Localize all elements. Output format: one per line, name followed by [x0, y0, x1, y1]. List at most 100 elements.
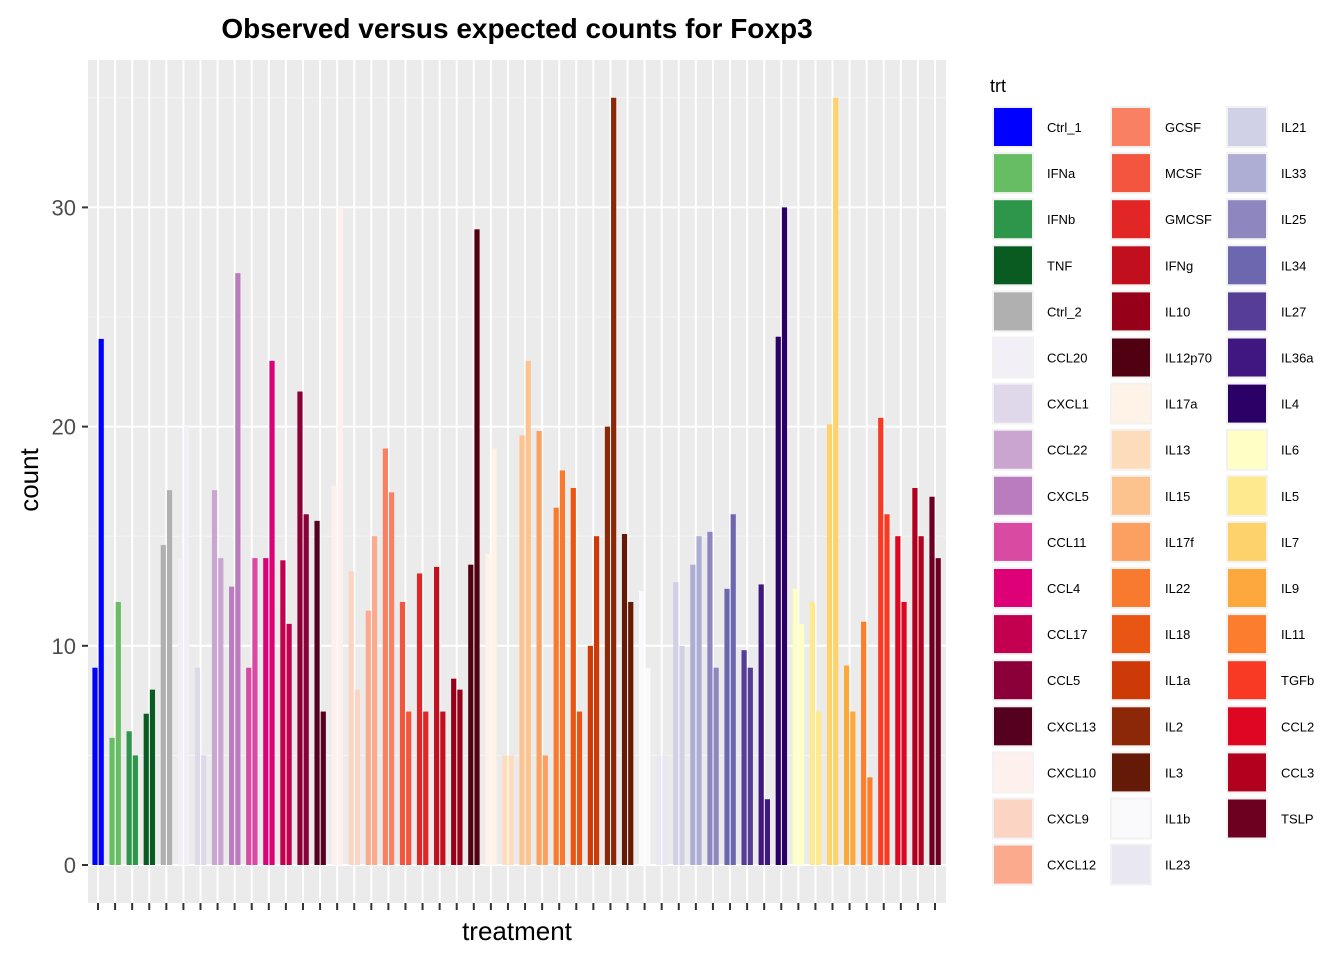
bar: [434, 566, 440, 865]
legend-label: IL13: [1165, 443, 1190, 458]
bar: [235, 273, 241, 865]
legend-swatch: [994, 292, 1032, 331]
legend-swatch: [1112, 799, 1150, 838]
bar: [781, 207, 788, 865]
legend-swatch: [994, 661, 1032, 700]
bar: [388, 492, 395, 865]
legend-label: CCL4: [1047, 581, 1080, 596]
legend-swatch: [1228, 661, 1266, 700]
legend-label: CXCL9: [1047, 812, 1089, 827]
bar: [92, 667, 98, 865]
bar: [593, 536, 600, 865]
bar: [662, 755, 668, 865]
bar: [696, 536, 702, 865]
legend-swatch: [1112, 154, 1150, 193]
bar: [354, 689, 361, 865]
legend-label: IL12p70: [1165, 351, 1212, 366]
bar: [348, 571, 354, 865]
bar: [286, 623, 292, 865]
bar: [775, 336, 781, 865]
bar: [604, 426, 611, 865]
bar: [621, 534, 628, 865]
legend-swatch: [994, 384, 1032, 423]
legend-label: TSLP: [1281, 812, 1314, 827]
bar: [166, 490, 173, 865]
bar: [280, 560, 286, 865]
legend-swatch: [1228, 569, 1266, 607]
legend-swatch: [1228, 430, 1266, 469]
bar: [491, 448, 497, 865]
legend-label: CCL3: [1281, 765, 1314, 780]
bar: [536, 430, 542, 865]
legend-label: IL18: [1165, 627, 1190, 642]
legend-swatch: [1112, 476, 1150, 515]
legend-title: trt: [990, 76, 1006, 96]
bar: [331, 485, 337, 865]
bar: [406, 711, 412, 865]
bar: [559, 470, 566, 865]
bar: [177, 558, 184, 865]
bar: [628, 601, 634, 865]
y-axis-label: count: [14, 447, 44, 511]
y-axis: 0 10 20 30: [52, 195, 88, 878]
bar: [508, 755, 514, 865]
legend-swatch: [1228, 108, 1266, 146]
bar: [901, 601, 907, 865]
legend-swatch: [1228, 799, 1266, 838]
legend-swatch: [1228, 200, 1266, 239]
bar: [109, 737, 115, 865]
y-tick-label: 10: [52, 634, 76, 659]
legend-label: IL11: [1281, 627, 1305, 642]
bar: [867, 777, 873, 865]
legend-label: IFNa: [1047, 166, 1076, 181]
legend-label: IL15: [1165, 489, 1190, 504]
legend-label: CXCL1: [1047, 397, 1089, 412]
bar: [747, 667, 753, 865]
legend-label: Ctrl_1: [1047, 120, 1082, 135]
bar: [679, 645, 685, 865]
bar: [690, 564, 696, 865]
bar: [713, 667, 719, 865]
legend-label: IL27: [1281, 304, 1306, 319]
legend-swatch: [994, 522, 1032, 561]
bar: [263, 558, 269, 865]
legend-swatch: [1112, 845, 1150, 884]
legend-swatch: [994, 753, 1032, 792]
legend-swatch: [1228, 615, 1266, 654]
bar: [211, 490, 218, 865]
bar: [707, 531, 713, 865]
legend-label: IL10: [1165, 304, 1190, 319]
legend-label: IL6: [1281, 443, 1299, 458]
bar: [553, 507, 559, 865]
y-tick-label: 20: [52, 415, 76, 440]
legend-label: IL2: [1165, 719, 1183, 734]
bar: [423, 711, 429, 865]
legend: trt Ctrl_1 IFNa IFNb TNF Ctrl_2 CCL20 CXCL1 CCL…: [990, 76, 1314, 886]
bar: [194, 667, 201, 865]
bar: [798, 623, 805, 865]
bar: [320, 711, 326, 865]
bar: [673, 582, 679, 865]
y-tick-label: 0: [64, 853, 76, 878]
bar: [792, 588, 798, 865]
legend-label: CCL22: [1047, 443, 1087, 458]
legend-swatch: [994, 430, 1032, 469]
legend-label: IL9: [1281, 581, 1299, 596]
legend-swatch: [1228, 246, 1266, 285]
legend-swatch: [994, 615, 1032, 654]
bar: [542, 755, 548, 865]
legend-label: IL1a: [1165, 673, 1191, 688]
bar: [656, 755, 662, 865]
legend-swatch: [1112, 384, 1150, 423]
legend-swatch: [1112, 522, 1150, 561]
legend-label: IL36a: [1281, 351, 1314, 366]
bar: [365, 610, 371, 865]
legend-label: IL7: [1281, 535, 1299, 550]
bar: [115, 601, 121, 865]
bar: [451, 678, 457, 865]
legend-label: MCSF: [1165, 166, 1202, 181]
legend-label: IL23: [1165, 858, 1190, 873]
bar: [132, 755, 138, 865]
legend-label: CXCL13: [1047, 719, 1096, 734]
